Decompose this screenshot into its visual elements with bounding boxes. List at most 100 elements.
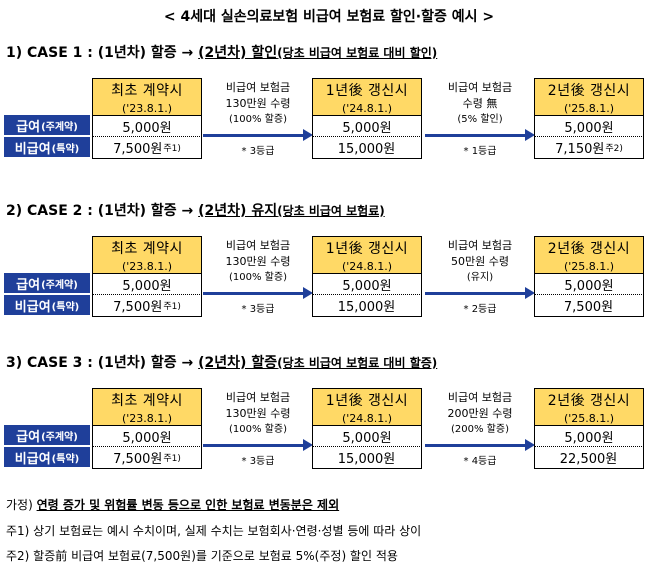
case-heading-note: (당초 비급여 보험료 대비 할인): [277, 46, 438, 60]
year2-renewal-nonbenefit-premium: 7,150원 주2): [534, 136, 644, 159]
year2-renewal-date: ('25.8.1.): [563, 260, 615, 273]
year1-transition-line2: 130만원 수령: [225, 407, 291, 420]
year2-transition-line2: 200만원 수령: [447, 407, 513, 420]
footnote-1: 주1) 상기 보험료는 예시 수치이며, 실제 수치는 보험회사·연령·성별 등…: [6, 524, 422, 538]
year2-transition-arrow-head: [525, 129, 535, 141]
year1-renewal-date: ('24.8.1.): [341, 260, 393, 273]
year1-renewal-date: ('24.8.1.): [341, 102, 393, 115]
year2-renewal-nonbenefit-premium: 7,500원: [534, 294, 644, 317]
year1-transition-line1: 비급여 보험금: [225, 81, 291, 94]
case-heading-underlined: (2년차) 할인(당초 비급여 보험료 대비 할인): [198, 45, 437, 61]
nonbenefit-label: 비급여 (특약): [4, 295, 90, 315]
case-heading-underlined: (2년차) 유지(당초 비급여 보험료): [198, 203, 385, 219]
year1-renewal-header: 1년後 갱신시 ('24.8.1.): [312, 388, 422, 425]
year2-transition-line1: 비급여 보험금: [447, 239, 513, 252]
year1-transition-arrow-line: [203, 444, 303, 447]
initial-contract-benefit-premium: 5,000원: [92, 115, 202, 137]
year1-renewal-nonbenefit-value: 15,000원: [337, 300, 396, 315]
nonbenefit-label-sub: (특약): [51, 143, 80, 155]
footnote-2: 주2) 할증前 비급여 보험료(7,500원)를 기준으로 보험료 5%(주정)…: [6, 549, 398, 563]
year1-renewal-header: 1년後 갱신시 ('24.8.1.): [312, 236, 422, 273]
year1-transition-condition: 비급여 보험금 130만원 수령 (100% 할증): [203, 238, 313, 286]
year2-transition-line3: (5% 할인): [457, 114, 503, 125]
year1-transition-line3: (100% 할증): [229, 114, 287, 125]
year2-renewal-title: 2년後 갱신시: [547, 83, 631, 99]
year2-renewal-benefit-premium: 5,000원: [534, 273, 644, 295]
year2-renewal-nonbenefit-value: 22,500원: [559, 452, 618, 467]
year2-renewal-nonbenefit-premium: 22,500원: [534, 446, 644, 469]
year2-renewal-title: 2년後 갱신시: [547, 241, 631, 257]
year2-renewal-benefit-premium: 5,000원: [534, 425, 644, 447]
assumption-prefix: 가정): [6, 498, 37, 512]
year2-transition-arrow-line: [425, 292, 525, 295]
initial-contract-header: 최초 계약시 ('23.8.1.): [92, 388, 202, 425]
initial-contract-date: ('23.8.1.): [121, 102, 173, 115]
year1-transition-arrow-line: [203, 292, 303, 295]
case-heading-prefix: 1) CASE 1 : (1년차) 할증 →: [6, 45, 199, 61]
year2-transition-arrow-line: [425, 444, 525, 447]
year1-transition-arrow-head: [303, 439, 313, 451]
benefit-label-sub: (주계약): [41, 431, 78, 443]
year1-transition-condition: 비급여 보험금 130만원 수령 (100% 할증): [203, 80, 313, 128]
initial-contract-nonbenefit-value: 7,500원: [113, 300, 163, 315]
nonbenefit-label: 비급여 (특약): [4, 137, 90, 157]
initial-contract-title: 최초 계약시: [111, 83, 183, 99]
year1-transition-line1: 비급여 보험금: [225, 391, 291, 404]
year2-renewal-header: 2년後 갱신시 ('25.8.1.): [534, 78, 644, 115]
benefit-label-text: 급여: [16, 119, 41, 135]
year1-renewal-nonbenefit-premium: 15,000원: [312, 446, 422, 469]
nonbenefit-label-text: 비급여: [14, 451, 51, 467]
year2-renewal-header: 2년後 갱신시 ('25.8.1.): [534, 388, 644, 425]
year1-transition-line3: (100% 할증): [229, 272, 287, 283]
year2-transition-condition: 비급여 보험금 200만원 수령 (200% 할증): [425, 390, 535, 438]
year2-transition-condition: 비급여 보험금 수령 無 (5% 할인): [425, 80, 535, 128]
year1-transition-grade: * 3등급: [241, 456, 275, 467]
benefit-label-sub: (주계약): [41, 279, 78, 291]
year1-transition-grade: * 3등급: [241, 304, 275, 315]
year2-transition-grade: * 2등급: [463, 304, 497, 315]
case-heading-under-text: (2년차) 할증: [198, 355, 278, 371]
case-heading: 2) CASE 2 : (1년차) 할증 → (2년차) 유지(당초 비급여 보…: [6, 200, 385, 220]
year1-renewal-title: 1년後 갱신시: [325, 393, 409, 409]
initial-contract-footnote-mark: 주1): [163, 302, 181, 312]
nonbenefit-label-text: 비급여: [14, 299, 51, 315]
initial-contract-title: 최초 계약시: [111, 393, 183, 409]
initial-contract-nonbenefit-value: 7,500원: [113, 452, 163, 467]
year1-transition-arrow-head: [303, 287, 313, 299]
initial-contract-benefit-premium: 5,000원: [92, 273, 202, 295]
initial-contract-footnote-mark: 주1): [163, 454, 181, 464]
initial-contract-date: ('23.8.1.): [121, 260, 173, 273]
year2-transition-line2: 수령 無: [462, 97, 498, 110]
case-heading: 1) CASE 1 : (1년차) 할증 → (2년차) 할인(당초 비급여 보…: [6, 42, 437, 62]
year2-renewal-nonbenefit-value: 7,500원: [563, 300, 614, 315]
year2-renewal-title: 2년後 갱신시: [547, 393, 631, 409]
case-heading-underlined: (2년차) 할증(당초 비급여 보험료 대비 할증): [198, 355, 437, 371]
year1-renewal-nonbenefit-value: 15,000원: [337, 452, 396, 467]
initial-contract-date: ('23.8.1.): [121, 412, 173, 425]
case-heading-under-text: (2년차) 유지: [198, 203, 278, 219]
initial-contract-header: 최초 계약시 ('23.8.1.): [92, 236, 202, 273]
year1-renewal-benefit-premium: 5,000원: [312, 273, 422, 295]
page-title: < 4세대 실손의료보험 비급여 보험료 할인·할증 예시 >: [163, 9, 495, 25]
year2-transition-condition: 비급여 보험금 50만원 수령 (유지): [425, 238, 535, 286]
initial-contract-nonbenefit-premium: 7,500원 주1): [92, 446, 202, 469]
year2-transition-line1: 비급여 보험금: [447, 81, 513, 94]
nonbenefit-label-sub: (특약): [51, 453, 80, 465]
year2-renewal-benefit-premium: 5,000원: [534, 115, 644, 137]
year1-transition-line3: (100% 할증): [229, 424, 287, 435]
initial-contract-title: 최초 계약시: [111, 241, 183, 257]
year2-renewal-date: ('25.8.1.): [563, 412, 615, 425]
benefit-label-text: 급여: [16, 429, 41, 445]
year1-transition-condition: 비급여 보험금 130만원 수령 (100% 할증): [203, 390, 313, 438]
year2-transition-arrow-head: [525, 287, 535, 299]
year1-renewal-date: ('24.8.1.): [341, 412, 393, 425]
benefit-label-text: 급여: [16, 277, 41, 293]
case-heading: 3) CASE 3 : (1년차) 할증 → (2년차) 할증(당초 비급여 보…: [6, 352, 437, 372]
benefit-label-sub: (주계약): [41, 121, 78, 133]
initial-contract-header: 최초 계약시 ('23.8.1.): [92, 78, 202, 115]
year1-transition-arrow-head: [303, 129, 313, 141]
year1-transition-arrow-line: [203, 134, 303, 137]
year1-renewal-benefit-premium: 5,000원: [312, 425, 422, 447]
assumption-note: 가정) 연령 증가 및 위험률 변동 등으로 인한 보험료 변동분은 제외: [6, 496, 339, 513]
year1-renewal-title: 1년後 갱신시: [325, 241, 409, 257]
